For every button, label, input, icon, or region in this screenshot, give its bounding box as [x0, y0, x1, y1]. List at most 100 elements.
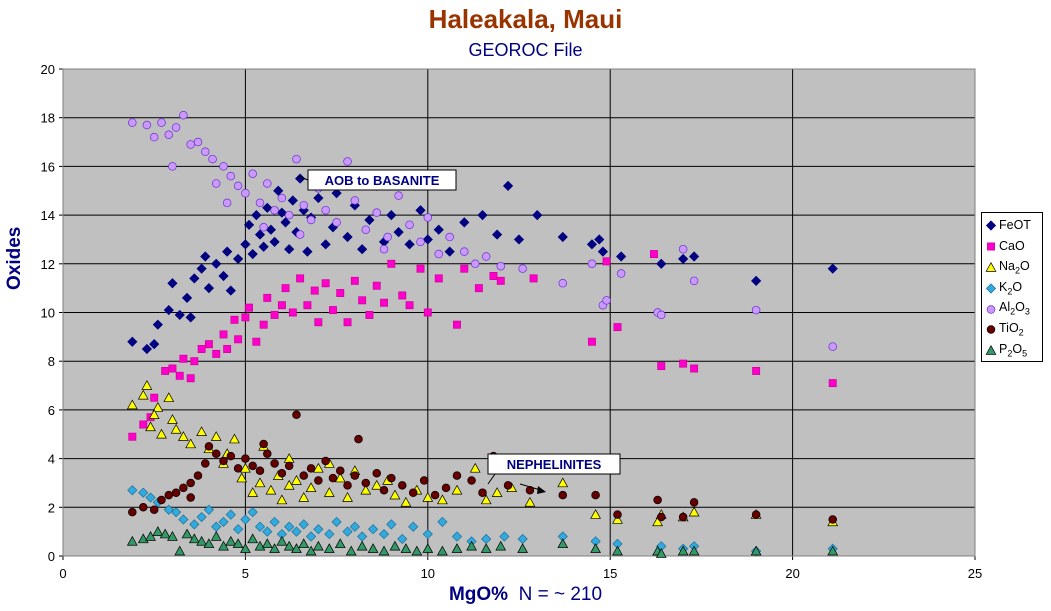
data-point-tio2: [751, 510, 761, 519]
data-point-tio2: [248, 461, 257, 471]
series-al2o3: [128, 111, 837, 351]
data-point-tio2: [372, 468, 381, 478]
data-point-al2o3: [157, 118, 166, 127]
data-point-na2o: [371, 479, 383, 490]
data-point-na2o: [590, 509, 602, 519]
legend-symbol-cao: [987, 242, 995, 251]
data-point-na2o: [342, 492, 353, 502]
data-point-p2o5: [411, 545, 423, 556]
data-point-feot: [163, 304, 174, 316]
data-point-na2o: [148, 409, 160, 419]
legend-symbol-na2o: [985, 261, 997, 272]
legend-marker-tio2: [986, 325, 996, 335]
data-point-p2o5: [283, 540, 295, 551]
data-point-cao: [212, 349, 221, 358]
data-point-feot: [211, 258, 222, 269]
data-point-tio2: [241, 454, 250, 463]
data-point-cao: [343, 318, 352, 327]
data-point-cao: [529, 274, 538, 283]
data-point-cao: [128, 432, 137, 441]
legend-label-feot: FeOT: [999, 218, 1031, 233]
data-point-na2o: [126, 399, 138, 410]
data-point-tio2: [350, 471, 360, 480]
data-point-na2o: [229, 433, 240, 444]
data-point-feot: [320, 239, 331, 250]
data-point-p2o5: [167, 530, 178, 541]
data-point-cao: [139, 420, 148, 429]
y-tick-label: 12: [41, 257, 55, 272]
data-point-k2o: [269, 516, 280, 528]
y-tick-label: 0: [48, 549, 55, 564]
legend-item-feot: FeOT: [985, 215, 1042, 236]
data-point-tio2: [211, 449, 221, 458]
data-point-al2o3: [828, 342, 837, 351]
data-point-tio2: [430, 490, 440, 500]
data-point-cao: [310, 286, 319, 295]
data-point-feot: [422, 234, 433, 245]
data-point-na2o: [323, 487, 335, 497]
data-point-p2o5: [232, 538, 244, 549]
data-point-k2o: [225, 509, 236, 520]
data-point-k2o: [240, 514, 251, 525]
data-point-al2o3: [179, 111, 188, 120]
data-point-na2o: [422, 492, 434, 502]
data-point-cao: [489, 272, 498, 280]
data-point-tio2: [441, 483, 451, 493]
data-point-al2o3: [470, 259, 480, 269]
data-point-k2o: [437, 516, 448, 528]
data-point-feot: [141, 343, 152, 355]
annotation-arrow-aob: [297, 175, 309, 181]
data-point-cao: [405, 301, 414, 310]
data-point-al2o3: [434, 249, 443, 259]
data-point-cao: [263, 293, 272, 302]
data-point-al2o3: [233, 181, 243, 191]
data-point-feot: [502, 180, 514, 191]
data-point-k2o: [203, 504, 215, 515]
data-point-feot: [349, 200, 360, 211]
data-point-feot: [342, 231, 353, 243]
data-point-k2o: [262, 526, 273, 537]
data-point-na2o: [247, 487, 259, 497]
data-point-tio2: [452, 471, 462, 480]
data-point-al2o3: [678, 244, 688, 254]
data-point-al2o3: [481, 252, 491, 261]
annotation-arrowhead-neph: [537, 486, 546, 494]
series-tio2: [128, 410, 837, 524]
y-tick-label: 14: [41, 208, 55, 223]
data-point-cao: [296, 274, 305, 283]
y-tick-label: 6: [48, 403, 55, 418]
plot-border: [62, 68, 976, 557]
data-point-na2o: [491, 487, 503, 497]
data-point-al2o3: [164, 130, 174, 139]
data-point-na2o: [276, 494, 288, 505]
data-point-k2o: [451, 531, 463, 542]
data-point-cao: [423, 308, 432, 317]
data-point-p2o5: [159, 528, 171, 539]
data-point-feot: [295, 173, 306, 184]
data-point-feot: [513, 234, 525, 245]
data-point-tio2: [263, 449, 272, 458]
data-point-cao: [230, 315, 239, 324]
data-point-tio2: [149, 505, 159, 514]
data-point-tio2: [361, 478, 371, 488]
data-point-k2o: [218, 516, 229, 528]
data-point-al2o3: [171, 123, 181, 132]
data-point-na2o: [436, 494, 448, 505]
data-point-na2o: [283, 479, 295, 490]
legend-label-na2o: Na2O: [999, 258, 1030, 276]
data-point-tio2: [558, 490, 568, 500]
data-point-na2o: [298, 492, 310, 502]
legend-marker-p2o5: [985, 345, 997, 355]
data-point-na2o: [652, 516, 664, 527]
data-point-tio2: [259, 439, 268, 449]
data-point-al2o3: [558, 279, 568, 288]
data-point-k2o: [233, 524, 244, 535]
data-point-tio2: [591, 490, 600, 500]
data-point-tio2: [478, 488, 487, 497]
data-point-cao: [358, 296, 367, 305]
data-point-tio2: [343, 481, 352, 490]
data-point-feot: [678, 253, 689, 265]
data-point-k2o: [305, 531, 317, 542]
data-point-cao: [350, 276, 359, 285]
data-point-feot: [313, 192, 324, 204]
